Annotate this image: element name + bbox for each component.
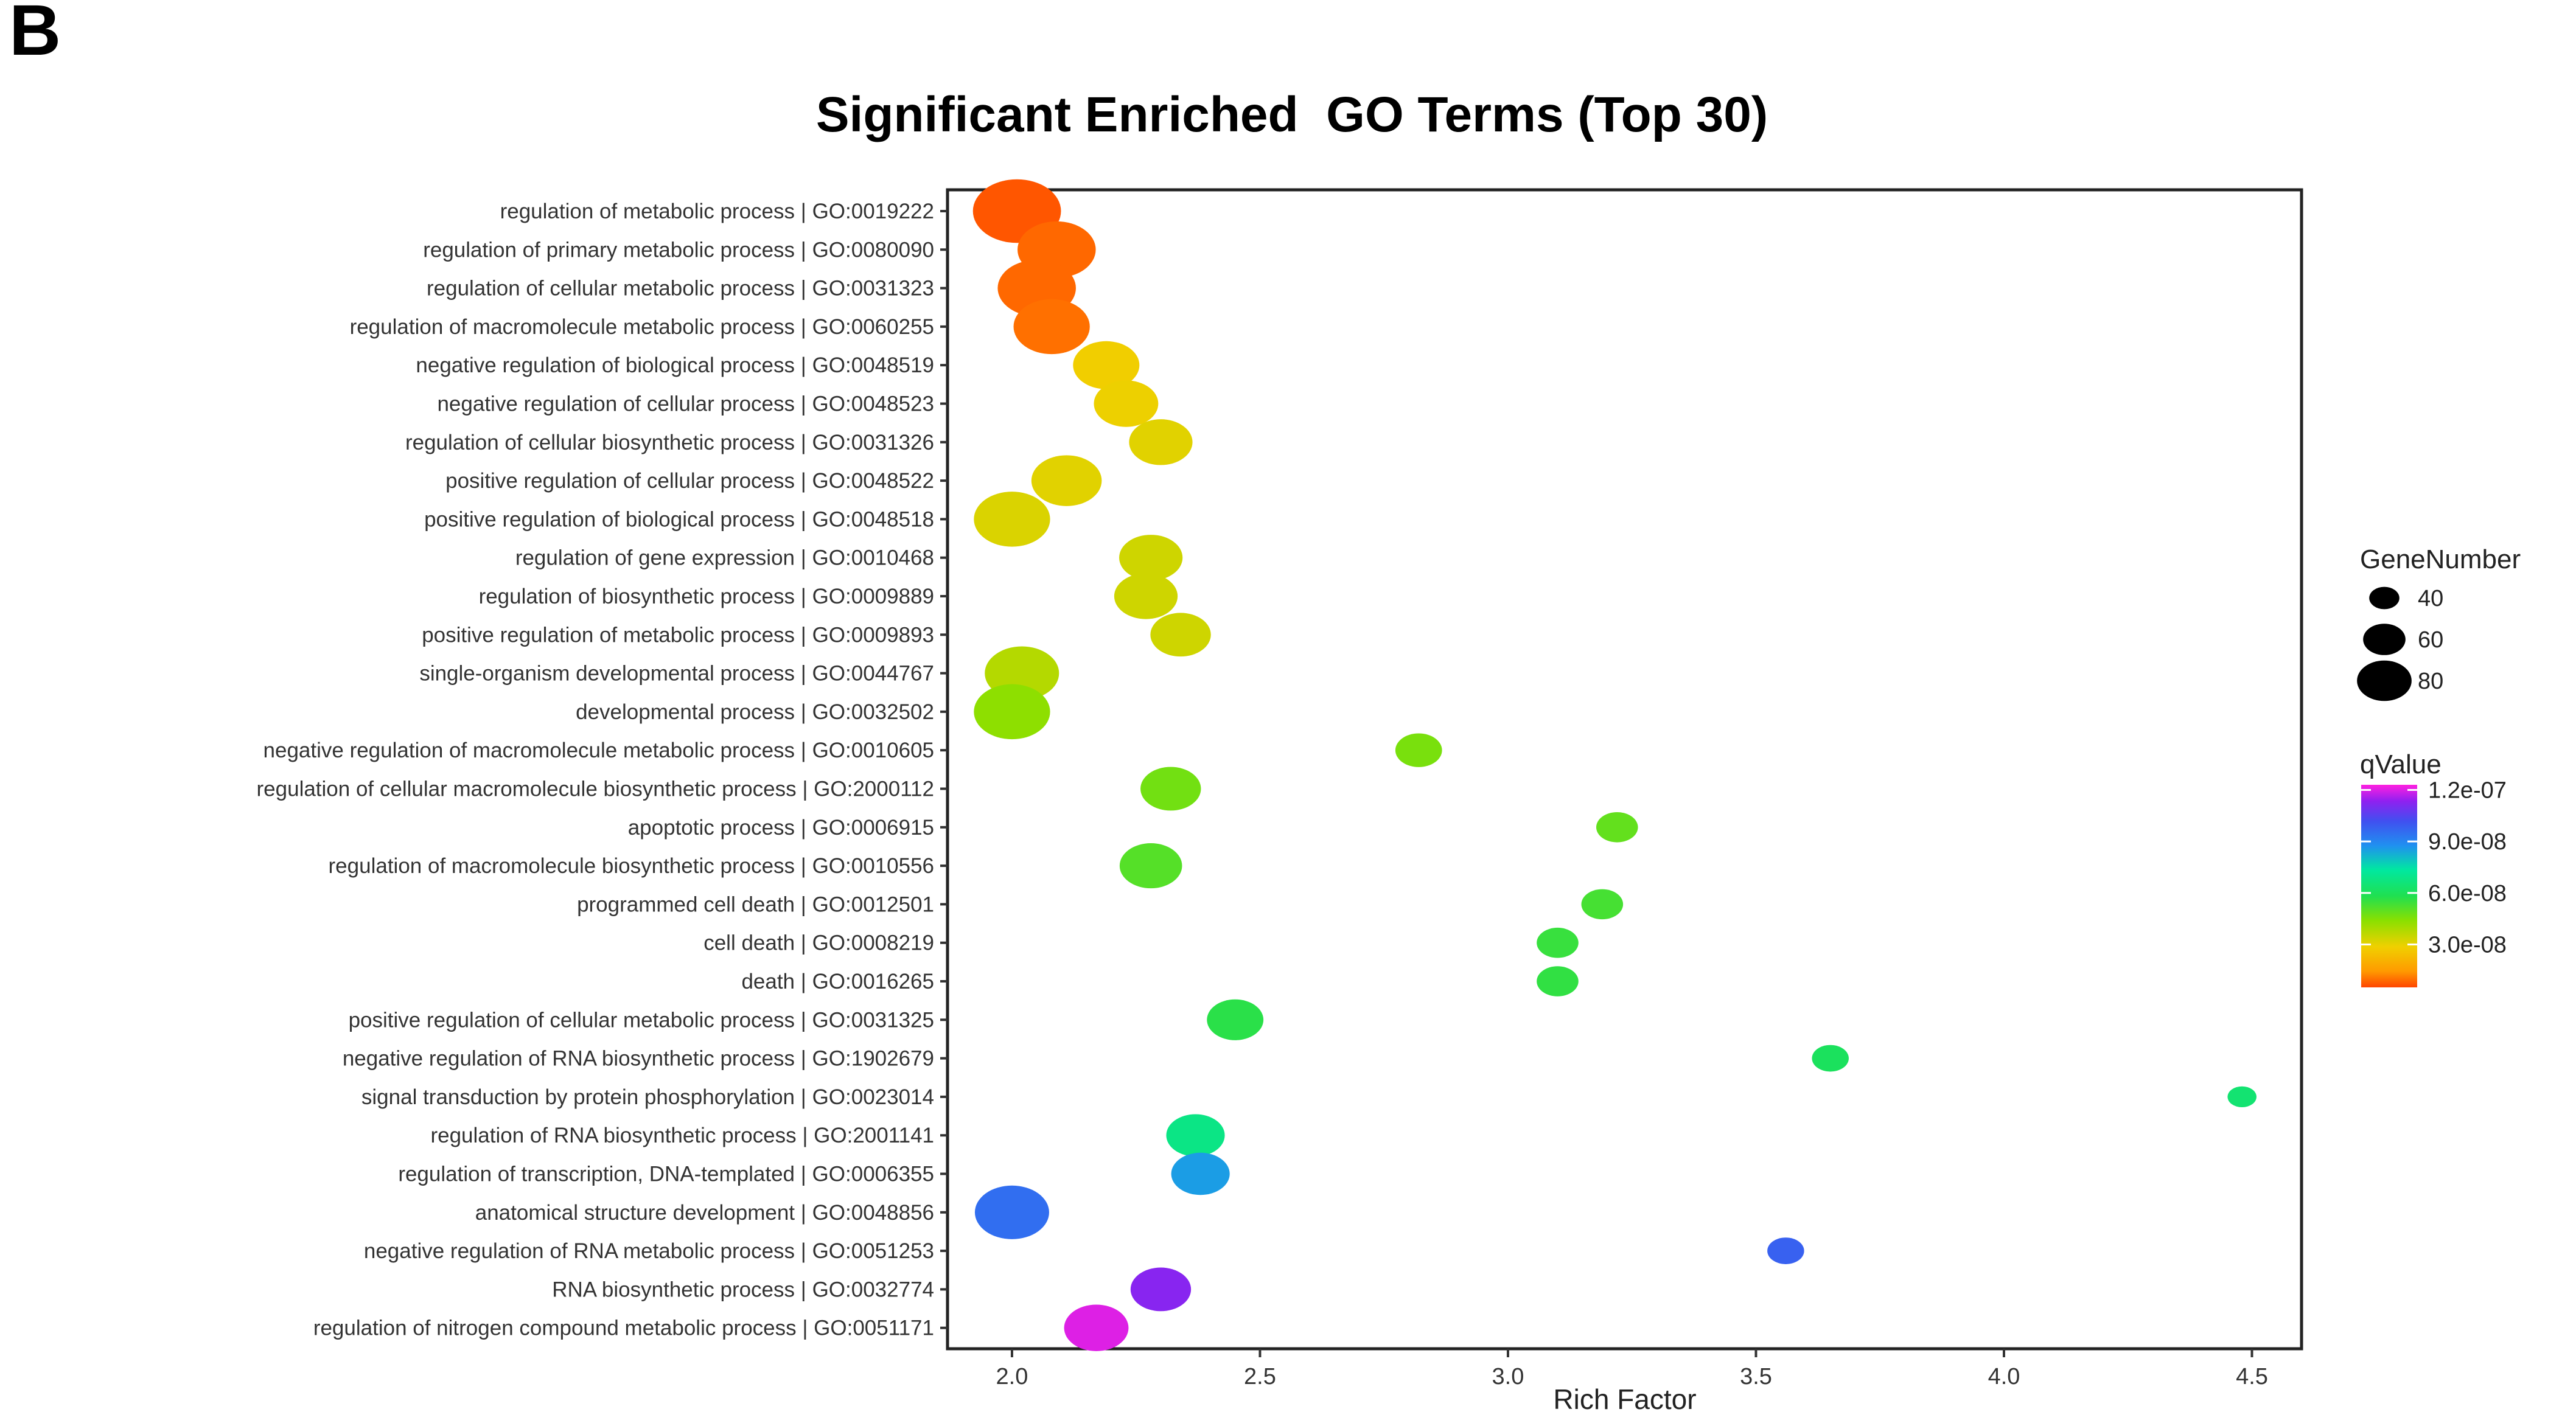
- x-axis-ticks: 2.0 2.5 3.0 3.5 4.0 4.5: [996, 1349, 2268, 1389]
- color-legend-label: 3.0e-08: [2428, 932, 2507, 958]
- data-point: [974, 684, 1050, 740]
- panel-label: B: [9, 0, 61, 71]
- chart-title: Significant Enriched GO Terms (Top 30): [816, 87, 1768, 142]
- y-tick-label: regulation of primary metabolic process …: [423, 238, 934, 262]
- color-legend: qValue 1.2e-07 9.0e-08 6.0e-08 3.0e-08: [2360, 750, 2507, 987]
- data-point: [1767, 1237, 1804, 1264]
- y-tick-label: regulation of transcription, DNA-templat…: [398, 1163, 934, 1186]
- y-tick-label: regulation of RNA biosynthetic process |…: [430, 1124, 934, 1147]
- y-tick-label: regulation of macromolecule biosynthetic…: [329, 854, 934, 878]
- y-tick-label: regulation of cellular metabolic process…: [427, 277, 934, 301]
- data-point: [1130, 1267, 1192, 1312]
- data-point: [1581, 889, 1624, 920]
- data-point: [1395, 733, 1442, 767]
- y-tick-label: programmed cell death | GO:0012501: [577, 892, 934, 916]
- data-point: [2227, 1086, 2257, 1108]
- y-tick-label: death | GO:0016265: [741, 970, 934, 993]
- data-points: [972, 179, 2257, 1351]
- y-tick-label: positive regulation of cellular process …: [445, 469, 934, 493]
- color-legend-title: qValue: [2360, 750, 2442, 779]
- data-point: [1094, 380, 1159, 427]
- data-point: [1812, 1045, 1849, 1072]
- size-legend-title: GeneNumber: [2360, 544, 2521, 574]
- data-point: [974, 492, 1050, 547]
- data-point: [1119, 843, 1182, 889]
- y-tick-label: regulation of cellular biosynthetic proc…: [405, 431, 934, 454]
- color-legend-ticks: 1.2e-07 9.0e-08 6.0e-08 3.0e-08: [2361, 777, 2507, 958]
- data-point: [1013, 299, 1090, 355]
- data-point: [1171, 1152, 1230, 1195]
- color-legend-label: 1.2e-07: [2428, 777, 2507, 803]
- y-axis-labels: regulation of metabolic process | GO:001…: [257, 200, 934, 1340]
- y-tick-label: negative regulation of biological proces…: [416, 353, 934, 377]
- y-tick-label: negative regulation of RNA metabolic pro…: [364, 1239, 934, 1263]
- size-legend-dot: [2369, 586, 2400, 610]
- data-point: [1166, 1114, 1225, 1156]
- y-tick-label: anatomical structure development | GO:00…: [475, 1201, 934, 1225]
- y-tick-label: negative regulation of RNA biosynthetic …: [343, 1047, 934, 1071]
- y-tick-label: signal transduction by protein phosphory…: [361, 1085, 934, 1109]
- y-tick-label: regulation of nitrogen compound metaboli…: [313, 1316, 934, 1340]
- size-legend-dot: [2363, 624, 2406, 655]
- x-tick-label: 4.0: [1988, 1364, 2020, 1389]
- size-legend-label: 80: [2418, 669, 2443, 694]
- data-point: [1119, 535, 1183, 581]
- size-legend: GeneNumber 40 60 80: [2357, 544, 2521, 701]
- data-point: [1150, 613, 1211, 657]
- y-tick-label: RNA biosynthetic process | GO:0032774: [552, 1278, 934, 1301]
- x-tick-label: 4.5: [2236, 1364, 2268, 1389]
- y-tick-label: apoptotic process | GO:0006915: [628, 816, 934, 840]
- data-point: [1129, 419, 1193, 465]
- data-point: [1031, 455, 1102, 506]
- y-tick-label: positive regulation of cellular metaboli…: [349, 1008, 934, 1032]
- y-tick-label: single-organism developmental process | …: [419, 662, 934, 686]
- color-legend-label: 6.0e-08: [2428, 881, 2507, 906]
- color-legend-label: 9.0e-08: [2428, 829, 2507, 855]
- x-tick-label: 3.5: [1740, 1364, 1772, 1389]
- x-tick-label: 2.5: [1244, 1364, 1276, 1389]
- y-tick-label: regulation of macromolecule metabolic pr…: [350, 315, 934, 339]
- y-tick-label: negative regulation of cellular process …: [437, 392, 934, 416]
- y-tick-label: regulation of gene expression | GO:00104…: [515, 546, 934, 570]
- y-tick-label: positive regulation of metabolic process…: [422, 623, 934, 647]
- x-axis-title: Rich Factor: [1553, 1383, 1696, 1415]
- y-tick-label: negative regulation of macromolecule met…: [264, 739, 934, 762]
- y-tick-label: regulation of biosynthetic process | GO:…: [479, 585, 934, 608]
- plot-panel: [946, 188, 2303, 1351]
- data-point: [1064, 1304, 1129, 1351]
- size-legend-label: 40: [2418, 586, 2443, 611]
- y-tick-label: positive regulation of biological proces…: [424, 507, 934, 531]
- x-tick-label: 2.0: [996, 1364, 1028, 1389]
- color-legend-bar: [2361, 785, 2417, 987]
- data-point: [1073, 341, 1140, 389]
- data-point: [1207, 999, 1264, 1040]
- data-point: [1537, 927, 1579, 958]
- data-point: [1537, 966, 1579, 996]
- size-legend-label: 60: [2418, 627, 2443, 653]
- y-axis-ticks: [940, 210, 948, 1329]
- y-tick-label: regulation of metabolic process | GO:001…: [500, 200, 934, 223]
- data-point: [1596, 812, 1638, 843]
- data-point: [974, 1185, 1049, 1239]
- y-tick-label: developmental process | GO:0032502: [576, 700, 934, 724]
- size-legend-dot: [2357, 660, 2412, 701]
- size-legend-entries: 40 60 80: [2357, 586, 2443, 701]
- y-tick-label: regulation of cellular macromolecule bio…: [257, 777, 934, 801]
- y-tick-label: cell death | GO:0008219: [703, 931, 934, 955]
- data-point: [1140, 767, 1201, 811]
- data-point: [1114, 573, 1178, 619]
- x-tick-label: 3.0: [1492, 1364, 1524, 1389]
